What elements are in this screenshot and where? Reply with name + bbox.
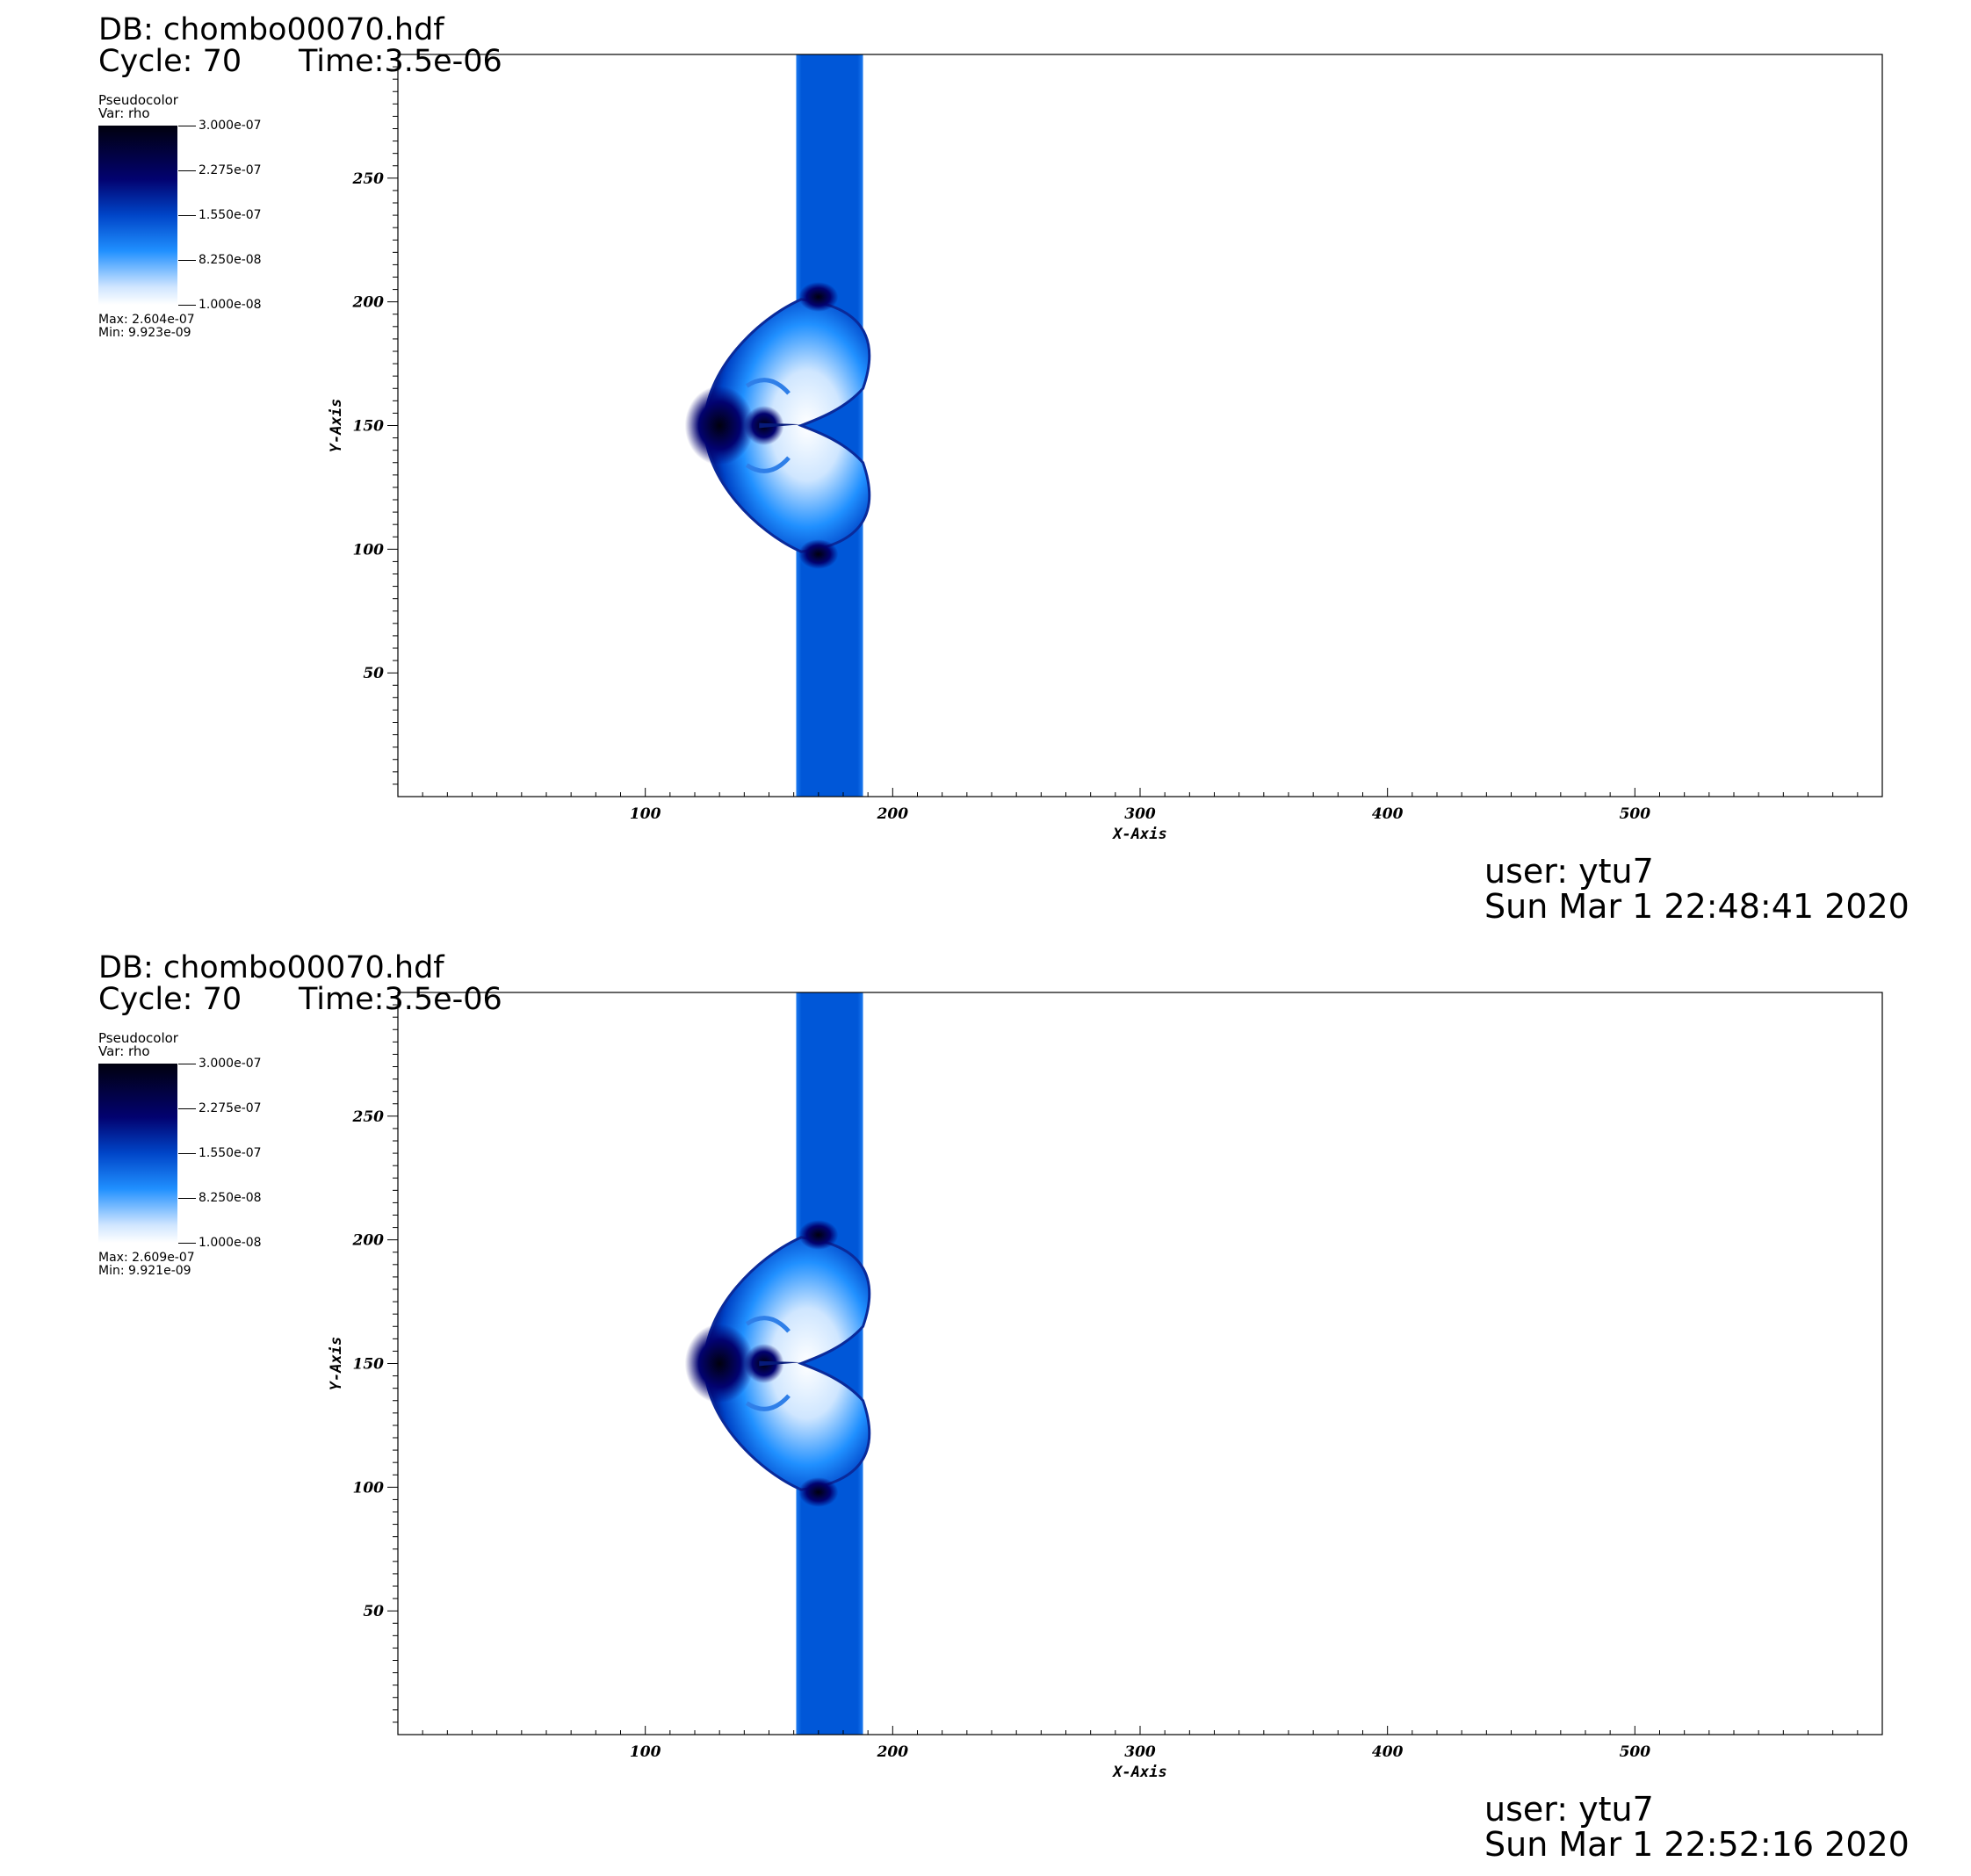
colorbar-tick [178,260,196,261]
dense-knot-bottom [798,1477,839,1507]
colorbar-tick [178,215,196,216]
x-tick-label: 100 [630,1743,661,1761]
y-tick-label: 250 [352,170,385,188]
dense-knot-top [798,1220,839,1250]
plot-area [684,54,871,797]
colorbar-label: 1.000e-08 [199,298,262,312]
inner-arc-top [745,1316,791,1333]
y-tick-label: 50 [363,665,384,682]
legend-var: Var: rho [98,1043,150,1059]
colorbar-label: 2.275e-07 [199,1101,262,1115]
inner-arc-bottom [745,1394,791,1411]
density-band [796,992,863,1735]
y-axis-title: Y-Axis [328,1337,345,1390]
max-label: Max: 2.609e-07 [98,1251,195,1265]
pseudocolor-plot: 100 200 300 400 500 50 100 150 200 250 X-Axis Y-Axi… [328,54,1883,843]
inner-arc-top [745,378,791,395]
plot-frame [397,54,1883,797]
y-tick-label: 200 [352,294,385,312]
x-tick-label: 500 [1620,805,1651,823]
y-tick-label: 200 [352,1232,385,1250]
dense-core [684,386,754,465]
y-tick-label: 150 [353,1356,385,1374]
date-label: Sun Mar 1 22:48:41 2020 [1484,887,1910,926]
x-tick-label: 500 [1620,1743,1651,1761]
x-tick-label: 200 [877,1743,909,1761]
time-label: Time:3.5e-06 [299,44,502,79]
colorbar-tick [178,305,196,306]
x-tick-label: 400 [1372,1743,1404,1761]
time-label: Time:3.5e-06 [299,982,502,1017]
y-tick-label: 250 [352,1108,385,1126]
y-tick-label: 150 [353,418,385,436]
dense-knot-bottom [798,539,839,569]
y-tick-label: 100 [353,541,385,559]
user-label: user: ytu7 [1484,1790,1654,1829]
dense-core [684,1324,754,1403]
min-label: Min: 9.921e-09 [98,1264,191,1278]
max-label: Max: 2.604e-07 [98,313,195,327]
colorbar-label: 1.550e-07 [199,208,262,222]
jet-spike [759,422,802,429]
colorbar-tick [178,170,196,171]
x-tick-label: 400 [1372,805,1404,823]
legend-title: Pseudocolor [98,1030,178,1046]
colorbar-label: 1.000e-08 [199,1236,262,1250]
cycle-label: Cycle: 70 [98,44,242,79]
x-axis-title: X-Axis [1111,826,1166,843]
colorbar-label: 1.550e-07 [199,1146,262,1160]
colorbar-label: 8.250e-08 [199,253,262,267]
dense-knot-top [798,282,839,312]
x-tick-label: 300 [1124,805,1156,823]
y-tick-label: 100 [353,1479,385,1497]
user-label: user: ytu7 [1484,852,1654,891]
colorbar [98,1064,177,1243]
jet-spike [759,1360,802,1367]
db-label: DB: chombo00070.hdf [98,950,444,985]
y-tick-label: 50 [363,1603,384,1620]
x-tick-label: 300 [1124,1743,1156,1761]
colorbar-tick [178,1108,196,1109]
plot-frame [397,992,1883,1735]
legend-var: Var: rho [98,105,150,121]
colorbar-tick [178,1198,196,1199]
colorbar-label: 3.000e-07 [199,1057,262,1071]
colorbar-tick [178,1153,196,1154]
colorbar [98,126,177,305]
plot-panel-1: DB: chombo00070.hdf Cycle: 70 Time:3.5e-… [98,12,1910,926]
legend-title: Pseudocolor [98,92,178,108]
y-axis-title: Y-Axis [328,399,345,452]
plot-area [684,992,871,1735]
colorbar-tick [178,1243,196,1244]
min-label: Min: 9.923e-09 [98,326,191,340]
db-label: DB: chombo00070.hdf [98,12,444,47]
pseudocolor-plot: 100 200 300 400 500 50 100 150 200 250 X-Axis Y-Axi… [328,992,1883,1781]
x-tick-label: 100 [630,805,661,823]
density-band [796,54,863,797]
colorbar-label: 8.250e-08 [199,1191,262,1205]
inner-arc-bottom [745,456,791,473]
colorbar-label: 3.000e-07 [199,119,262,133]
plot-panel-2: DB: chombo00070.hdf Cycle: 70 Time:3.5e-… [0,938,1971,1876]
date-label: Sun Mar 1 22:52:16 2020 [1484,1825,1910,1864]
x-axis-title: X-Axis [1111,1764,1166,1781]
colorbar-label: 2.275e-07 [199,163,262,177]
cycle-label: Cycle: 70 [98,982,242,1017]
x-tick-label: 200 [877,805,909,823]
